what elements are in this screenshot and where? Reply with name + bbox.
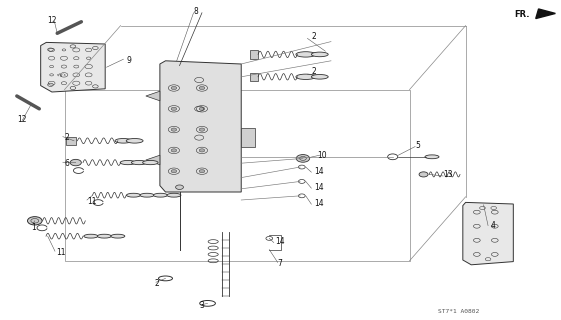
Polygon shape [536,9,555,19]
Ellipse shape [111,234,125,238]
Ellipse shape [115,139,132,143]
Text: ST7*1 A0802: ST7*1 A0802 [438,308,479,314]
Ellipse shape [167,193,181,197]
Polygon shape [241,128,255,147]
Text: 14: 14 [314,167,324,176]
Text: 2: 2 [311,68,316,76]
Polygon shape [160,61,241,192]
Text: 1: 1 [31,223,35,232]
Text: 10: 10 [317,151,327,160]
Text: 2: 2 [65,133,69,142]
Text: 13: 13 [443,170,453,179]
Ellipse shape [296,52,315,57]
Circle shape [199,107,205,110]
Ellipse shape [140,193,154,197]
Circle shape [171,149,177,152]
Circle shape [171,86,177,90]
Circle shape [199,86,205,90]
Bar [250,73,258,81]
Polygon shape [463,202,513,265]
Text: 11: 11 [56,248,66,257]
Circle shape [171,128,177,131]
Ellipse shape [120,160,136,165]
Bar [250,50,258,59]
Bar [66,137,76,145]
Text: 2: 2 [154,279,159,288]
Ellipse shape [84,234,98,238]
Text: 3: 3 [199,301,204,310]
Circle shape [171,107,177,110]
Polygon shape [146,155,160,165]
Text: 14: 14 [314,199,324,208]
Text: 4: 4 [491,221,496,230]
Polygon shape [146,91,160,101]
Circle shape [296,155,310,162]
Ellipse shape [311,52,328,57]
Circle shape [70,159,81,166]
Text: 14: 14 [314,183,324,192]
Text: FR.: FR. [514,10,530,19]
Text: 12: 12 [48,16,57,25]
Ellipse shape [142,160,158,165]
Text: 7: 7 [278,260,283,268]
Ellipse shape [311,75,328,79]
Circle shape [176,185,183,189]
Circle shape [171,170,177,173]
Ellipse shape [98,234,111,238]
Text: 5: 5 [415,141,420,150]
Text: 12: 12 [17,116,26,124]
Circle shape [419,172,428,177]
Text: 6: 6 [65,159,70,168]
Ellipse shape [126,193,140,197]
Text: 9: 9 [126,56,131,65]
Ellipse shape [126,139,143,143]
Text: 2: 2 [311,32,316,41]
Ellipse shape [296,74,315,79]
Circle shape [199,149,205,152]
Ellipse shape [425,155,439,159]
Circle shape [27,217,42,225]
Circle shape [199,128,205,131]
Ellipse shape [131,160,147,165]
Text: 11: 11 [87,197,96,206]
Polygon shape [41,42,105,92]
Text: s†g's: s†g's [57,73,67,77]
Circle shape [199,170,205,173]
Text: 8: 8 [194,7,198,16]
Ellipse shape [154,193,167,197]
Text: 14: 14 [275,237,284,246]
